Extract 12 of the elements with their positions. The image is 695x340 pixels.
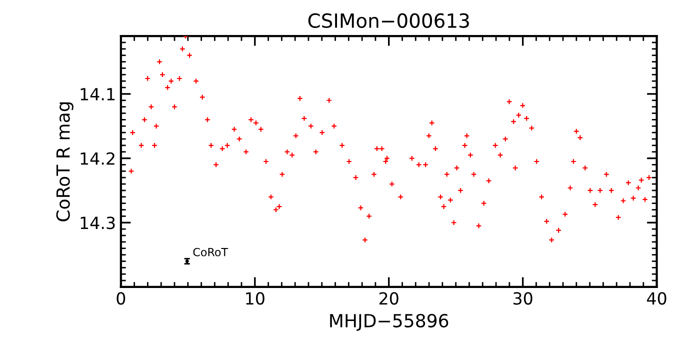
y-axis-title: CoRoT R mag xyxy=(56,102,74,222)
y-tick-label: 14.3 xyxy=(80,216,115,230)
annotation: CoRoT xyxy=(193,248,228,256)
x-axis-title: MHJD−55896 xyxy=(330,314,448,331)
x-tick-label: 40 xyxy=(646,292,666,305)
x-tick-label: 10 xyxy=(246,292,264,305)
y-tick-label: 14.2 xyxy=(80,152,114,165)
x-tick-label: 30 xyxy=(513,292,532,305)
x-tick-label: 20 xyxy=(379,292,398,305)
chart-title: CSIMon−000613 xyxy=(308,13,469,28)
x-tick-label: 0 xyxy=(116,292,126,305)
y-tick-label: 14.1 xyxy=(80,88,115,100)
